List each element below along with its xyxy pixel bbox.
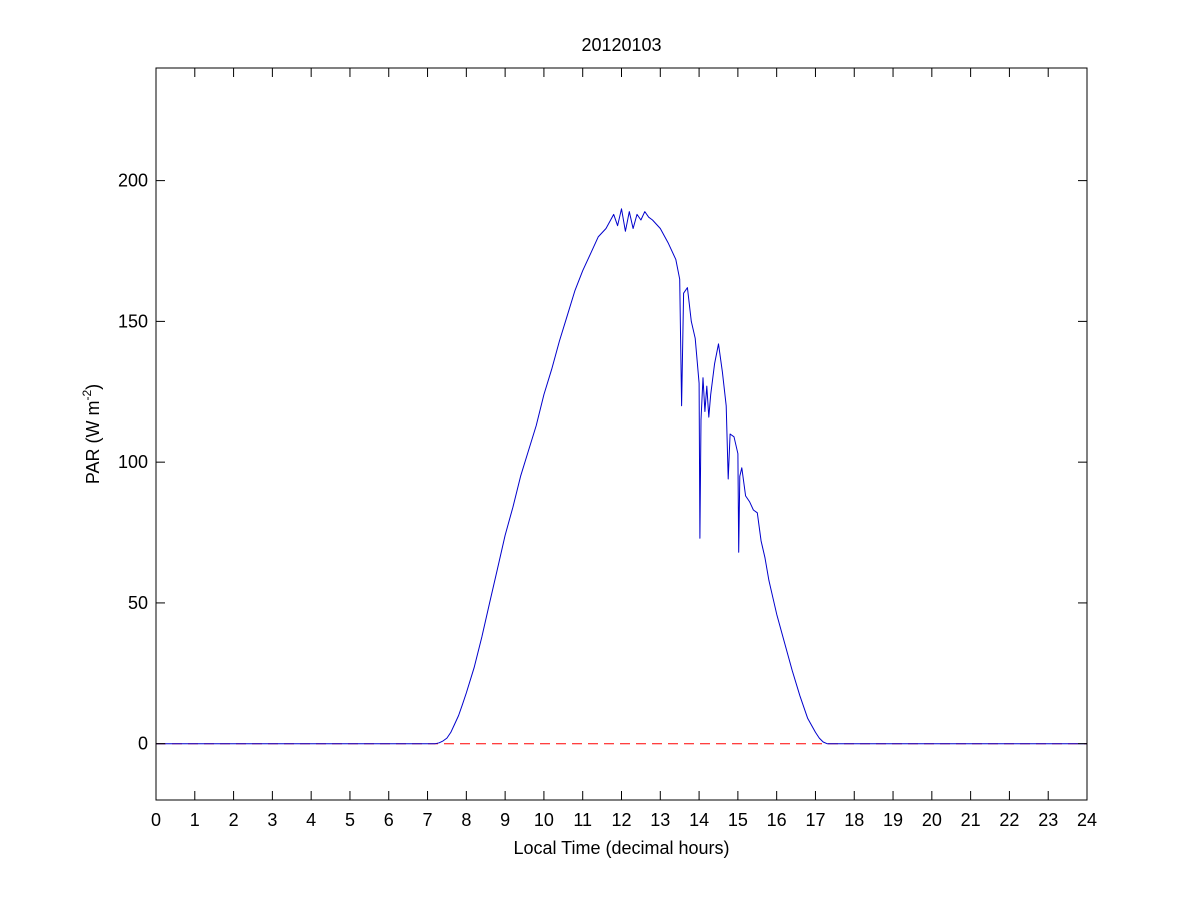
y-axis-label-superscript: -2 bbox=[80, 390, 94, 401]
x-tick-label: 10 bbox=[534, 810, 554, 830]
x-tick-label: 15 bbox=[728, 810, 748, 830]
y-tick-label: 0 bbox=[138, 734, 148, 754]
x-tick-label: 22 bbox=[999, 810, 1019, 830]
x-tick-label: 3 bbox=[267, 810, 277, 830]
x-tick-label: 4 bbox=[306, 810, 316, 830]
y-axis-label-main: PAR (W m bbox=[83, 401, 103, 485]
y-axis-label: PAR (W m-2) bbox=[80, 384, 103, 484]
x-tick-label: 16 bbox=[767, 810, 787, 830]
plot-area: 0 1 2 3 4 5 6 7 8 9 10 11 12 13 14 15 16 17 18 19 20 21 22 23 24… bbox=[118, 67, 1097, 830]
x-tick-label: 6 bbox=[384, 810, 394, 830]
x-tick-label: 0 bbox=[151, 810, 161, 830]
x-tick-label: 19 bbox=[883, 810, 903, 830]
chart-title: 20120103 bbox=[581, 35, 661, 55]
x-tick-label: 24 bbox=[1077, 810, 1097, 830]
x-tick-label: 9 bbox=[500, 810, 510, 830]
x-tick-label: 23 bbox=[1038, 810, 1058, 830]
x-tick-label: 2 bbox=[229, 810, 239, 830]
x-tick-label: 5 bbox=[345, 810, 355, 830]
axes-background bbox=[156, 68, 1087, 800]
series-layer bbox=[156, 208, 1087, 745]
x-tick-label: 18 bbox=[844, 810, 864, 830]
x-tick-label: 20 bbox=[922, 810, 942, 830]
x-tick-label: 1 bbox=[190, 810, 200, 830]
y-tick-label: 200 bbox=[118, 171, 148, 191]
x-tick-label: 11 bbox=[573, 810, 592, 830]
x-tick-label: 17 bbox=[805, 810, 825, 830]
y-tick-label: 50 bbox=[128, 593, 148, 613]
x-tick-label: 13 bbox=[650, 810, 670, 830]
par-series-line bbox=[156, 208, 1087, 745]
y-tick-label: 100 bbox=[118, 452, 148, 472]
x-tick-label: 14 bbox=[689, 810, 709, 830]
y-tick-label: 150 bbox=[118, 311, 148, 331]
x-tick-label: 12 bbox=[611, 810, 631, 830]
x-tick-label: 8 bbox=[461, 810, 471, 830]
x-tick-label: 7 bbox=[423, 810, 433, 830]
x-axis-label: Local Time (decimal hours) bbox=[513, 838, 729, 858]
x-tick-label: 21 bbox=[961, 810, 981, 830]
y-axis-label-closing: ) bbox=[83, 384, 103, 390]
x-ticks: 0 1 2 3 4 5 6 7 8 9 10 11 12 13 14 15 16 17 18 19 20 21 22 23 24 bbox=[151, 68, 1097, 830]
y-ticks: 0 50 100 150 200 bbox=[118, 171, 1087, 754]
